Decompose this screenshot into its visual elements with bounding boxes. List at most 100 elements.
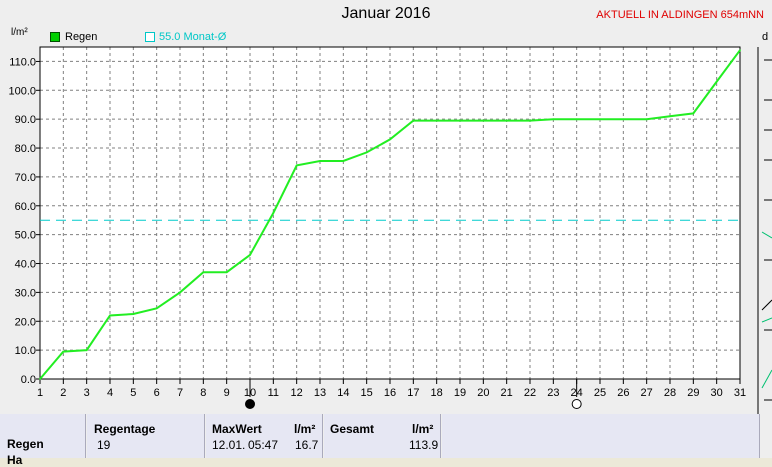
x-tick-label: 7: [177, 387, 183, 399]
x-tick-label: 28: [664, 387, 676, 399]
x-tick-label: 1: [37, 387, 43, 399]
x-tick-label: 11: [268, 387, 279, 399]
x-tick-label: 8: [200, 387, 206, 399]
legend-regen-label: Regen: [65, 31, 98, 43]
x-tick-label: 15: [361, 387, 373, 399]
new-moon-icon: [245, 399, 255, 409]
right-panel-edge-label: d: [762, 31, 769, 43]
data-point: [62, 350, 65, 353]
x-tick-label: 12: [291, 387, 303, 399]
legend-regen: Regen: [50, 31, 97, 43]
data-point: [622, 118, 625, 120]
y-tick-label: 60.0: [15, 201, 36, 213]
data-point: [739, 49, 741, 51]
x-tick-label: 13: [314, 387, 326, 399]
rain-chart: 0.0 10.0 20.0 30.0 40.0 50.0 60.0 70.0 80.0 90.0 1…: [8, 46, 772, 414]
maxwert-date: 12.01.: [212, 438, 246, 452]
gesamt-cell: Gesamt l/m² 113.9: [324, 414, 441, 458]
gesamt-unit: l/m²: [412, 422, 434, 436]
y-tick-label: 30.0: [15, 287, 36, 299]
gesamt-header: Gesamt: [330, 422, 375, 436]
summary-row-label: Regen: [7, 437, 44, 451]
x-tick-label: 20: [477, 387, 489, 399]
y-tick-label: 70.0: [15, 172, 36, 184]
y-tick-label: 110.0: [9, 56, 36, 68]
x-tick-label: 22: [524, 387, 536, 399]
x-tick-label: 30: [711, 387, 723, 399]
y-tick-label: 40.0: [15, 259, 36, 271]
data-point: [645, 118, 648, 120]
right-panel-trace: [761, 299, 772, 311]
data-point: [459, 119, 461, 122]
x-tick-label: 9: [224, 387, 230, 399]
full-moon-icon: [571, 399, 582, 409]
x-tick-label: 25: [594, 387, 606, 399]
regentage-header: Regentage: [94, 422, 156, 436]
data-point: [599, 118, 601, 120]
data-point: [225, 271, 228, 273]
x-tick-label: 16: [384, 387, 396, 399]
legend-monthly-mean: 55.0 Monat-Ø: [145, 31, 226, 43]
y-tick-label: 50.0: [15, 230, 36, 242]
maxwert-header: MaxWert: [212, 422, 262, 436]
data-point: [179, 291, 181, 294]
data-point: [319, 160, 321, 162]
maxwert-time: 05:47: [248, 438, 279, 452]
data-point: [249, 254, 251, 256]
y-axis-unit: l/m²: [11, 27, 28, 38]
y-tick-label: 90.0: [15, 114, 36, 126]
data-point: [692, 112, 695, 115]
data-point: [365, 151, 368, 154]
x-tick-label: 3: [84, 387, 90, 399]
data-point: [295, 164, 298, 167]
x-tick-label: 26: [617, 387, 629, 399]
data-point: [529, 119, 531, 122]
data-point: [132, 313, 135, 315]
data-point: [85, 349, 88, 351]
maxwert-value: 16.7: [295, 438, 319, 452]
maxwert-cell: MaxWert l/m² 12.01. 05:47 16.7: [206, 414, 323, 458]
data-point: [505, 119, 508, 122]
data-point: [109, 314, 111, 317]
right-panel-trace: [761, 369, 772, 389]
data-point: [39, 378, 41, 380]
data-point: [202, 271, 205, 273]
y-tick-label: 80.0: [15, 143, 36, 155]
gesamt-value: 113.9: [409, 438, 439, 452]
x-tick-label: 31: [734, 387, 746, 399]
y-tick-label: 10.0: [15, 345, 36, 357]
regentage-cell: Regentage 19: [87, 414, 205, 458]
data-point: [272, 212, 275, 214]
data-point: [715, 80, 718, 83]
x-tick-label: 29: [687, 387, 699, 399]
x-tick-label: 19: [454, 387, 466, 399]
summary-row-label-cell: Regen Ha: [0, 414, 86, 467]
maxwert-unit: l/m²: [294, 422, 316, 436]
legend-mean-swatch: [145, 32, 155, 42]
y-tick-label: 100.0: [8, 85, 36, 97]
plot-frame: [39, 46, 741, 380]
data-point: [482, 119, 485, 122]
x-tick-label: 17: [407, 387, 419, 399]
x-tick-label: 2: [60, 387, 66, 399]
regentage-value: 19: [97, 438, 111, 452]
legend-mean-label: 55.0 Monat-Ø: [159, 31, 227, 43]
legend-regen-swatch: [50, 32, 60, 42]
x-tick-label: 23: [547, 387, 559, 399]
data-point: [435, 119, 438, 122]
x-tick-label: 4: [107, 387, 113, 399]
x-tick-label: 5: [130, 387, 136, 399]
data-point: [412, 119, 415, 122]
right-panel-trace: [761, 317, 772, 323]
x-tick-label: 21: [501, 387, 513, 399]
data-point: [552, 118, 555, 120]
x-tick-label: 27: [641, 387, 653, 399]
chart-title: Januar 2016: [341, 5, 431, 22]
data-point: [575, 118, 578, 120]
x-tick-label: 14: [337, 387, 349, 399]
x-tick-label: 18: [431, 387, 443, 399]
station-status: AKTUELL IN ALDINGEN 654mNN: [596, 9, 764, 21]
y-tick-label: 0.0: [21, 374, 36, 386]
data-point: [389, 138, 391, 141]
summary-cut-label: Ha: [7, 453, 23, 467]
